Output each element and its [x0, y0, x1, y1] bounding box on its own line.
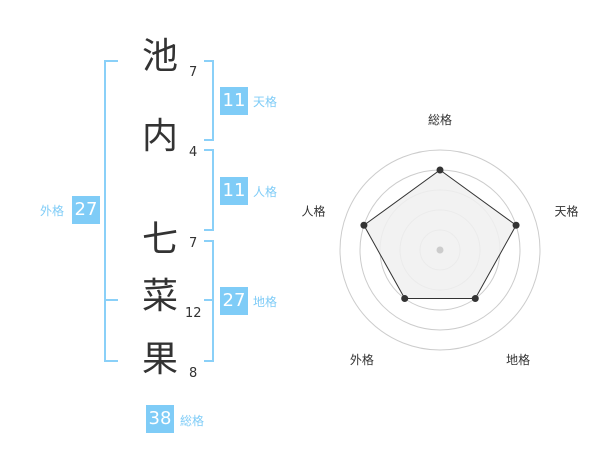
soukaku-value: 38	[146, 405, 174, 433]
chikaku-value: 27	[220, 287, 248, 315]
name-char-5: 果	[141, 339, 178, 380]
radar-grid-ring	[339, 149, 541, 351]
gaikaku-bracket	[104, 60, 118, 362]
radar-axis-label: 天格	[554, 203, 578, 218]
stroke-count-3: 7	[189, 236, 198, 251]
jinkaku-value: 11	[220, 177, 248, 205]
name-char-2: 内	[141, 116, 178, 157]
stroke-count-2: 4	[189, 145, 198, 160]
name-char-4: 菜	[141, 276, 178, 317]
tenkaku-value: 11	[220, 87, 248, 115]
name-char-3: 七	[141, 219, 178, 260]
gaikaku-value: 27	[72, 196, 100, 224]
gaikaku-label: 外格	[40, 204, 65, 218]
stroke-count-4: 12	[185, 306, 202, 321]
soukaku-label: 総格	[180, 414, 205, 428]
tenkaku-bracket	[204, 60, 214, 141]
stroke-count-1: 7	[189, 65, 198, 80]
tenkaku-label: 天格	[253, 95, 278, 109]
radar-axis-label: 地格	[506, 352, 530, 367]
gaikaku-bracket-tick	[104, 299, 118, 301]
radar-point	[512, 221, 520, 229]
radar-point	[471, 295, 479, 303]
radar-axis-label: 人格	[302, 203, 326, 218]
stroke-count-5: 8	[189, 366, 198, 381]
radar-point	[436, 166, 444, 174]
jinkaku-label: 人格	[253, 185, 278, 199]
radar-area	[363, 169, 517, 300]
radar-axis-label: 外格	[350, 352, 374, 367]
name-char-1: 池	[141, 36, 178, 77]
radar-center	[436, 246, 444, 254]
radar-point	[401, 295, 409, 303]
chikaku-bracket	[204, 240, 214, 362]
chikaku-label: 地格	[253, 295, 278, 309]
radar-axis-label: 総格	[428, 112, 452, 127]
jinkaku-bracket	[204, 149, 214, 231]
radar-point	[360, 221, 368, 229]
chikaku-bracket-tick	[204, 299, 214, 301]
